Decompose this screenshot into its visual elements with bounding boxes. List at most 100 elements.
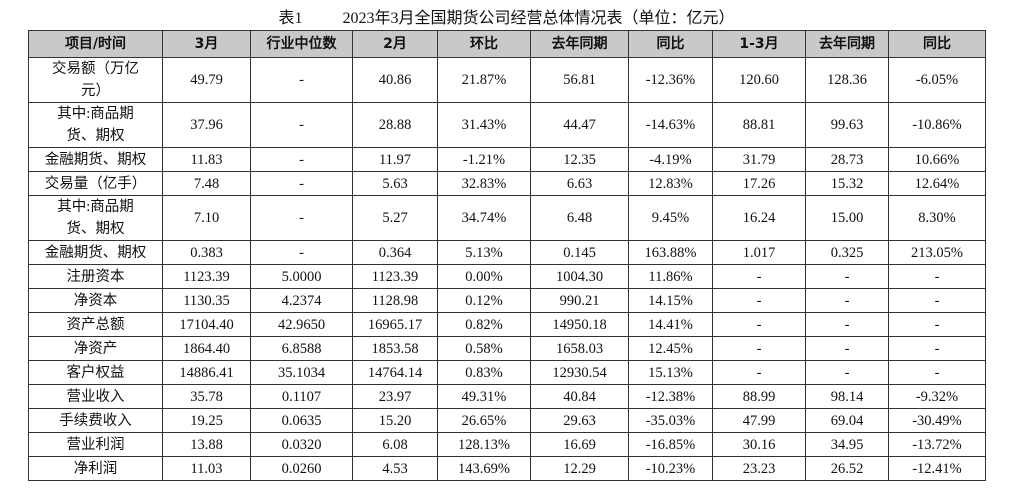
cell: 21.87% xyxy=(437,57,531,103)
cell: 26.65% xyxy=(437,408,531,433)
table-body: 交易额（万亿元） 49.79-40.86 21.87% 56.81 -12.36% 120… xyxy=(28,57,986,481)
cell: 5.0000 xyxy=(250,264,353,289)
cell: - xyxy=(805,264,889,289)
row-label: 注册资本 xyxy=(28,264,163,289)
cell: 12.83% xyxy=(628,171,713,196)
cell: - xyxy=(712,312,806,337)
cell: 28.73 xyxy=(805,147,889,172)
cell: 1.017 xyxy=(712,240,806,265)
row-label: 净资本 xyxy=(28,288,163,313)
table-row: 客户权益 14886.41 35.1034 14764.14 0.83% 12930.54… xyxy=(28,360,986,385)
cell: 15.13% xyxy=(628,360,713,385)
row-label: 交易额（万亿元） xyxy=(28,57,163,103)
cell: 0.12% xyxy=(437,288,531,313)
cell: 40.86 xyxy=(352,57,438,103)
cell: 88.81 xyxy=(712,102,806,148)
cell: 11.03 xyxy=(162,456,251,481)
cell: -10.86% xyxy=(888,102,986,148)
cell: 26.52 xyxy=(805,456,889,481)
cell: 31.43% xyxy=(437,102,531,148)
cell: 12.64% xyxy=(888,171,986,196)
row-label: 客户权益 xyxy=(28,360,163,385)
table-row: 营业利润 13.88 0.0320 6.08 128.13% 16.69 -16.85% 30… xyxy=(28,432,986,457)
cell: 0.325 xyxy=(805,240,889,265)
cell: 0.364 xyxy=(352,240,438,265)
cell: -12.36% xyxy=(628,57,713,103)
table-row: 净利润 11.03 0.0260 4.53 143.69% 12.29 -10.23% 23.… xyxy=(28,456,986,481)
header-cell: 2月 xyxy=(352,30,438,58)
cell: -30.49% xyxy=(888,408,986,433)
cell: 15.20 xyxy=(352,408,438,433)
header-cell: 环比 xyxy=(437,30,531,58)
cell: 7.48 xyxy=(162,171,251,196)
cell: 128.13% xyxy=(437,432,531,457)
cell: 0.83% xyxy=(437,360,531,385)
header-cell: 项目/时间 xyxy=(28,30,163,58)
cell: 17104.40 xyxy=(162,312,251,337)
cell: 0.0635 xyxy=(250,408,353,433)
cell: -6.05% xyxy=(888,57,986,103)
cell: 128.36 xyxy=(805,57,889,103)
cell: 11.97 xyxy=(352,147,438,172)
cell: 47.99 xyxy=(712,408,806,433)
cell: 69.04 xyxy=(805,408,889,433)
cell: 49.31% xyxy=(437,384,531,409)
cell: 0.00% xyxy=(437,264,531,289)
cell: 1128.98 xyxy=(352,288,438,313)
row-label: 净资产 xyxy=(28,336,163,361)
cell: -1.21% xyxy=(437,147,531,172)
table-row: 净资产 1864.40 6.8588 1853.58 0.58% 1658.03 12.45… xyxy=(28,336,986,361)
table-title: 表1 2023年3月全国期货公司经营总体情况表（单位：亿元） xyxy=(0,4,1013,28)
cell: -10.23% xyxy=(628,456,713,481)
cell: 14950.18 xyxy=(530,312,629,337)
cell: - xyxy=(888,336,986,361)
cell: -35.03% xyxy=(628,408,713,433)
cell: - xyxy=(712,360,806,385)
cell: -4.19% xyxy=(628,147,713,172)
table-row: 金融期货、期权 0.383-0.364 5.13% 0.145 163.88% 1.017… xyxy=(28,240,986,265)
cell: - xyxy=(888,360,986,385)
table-row: 其中:商品期货、期权 7.10-5.27 34.74% 6.48 9.45% 16.24 1… xyxy=(28,195,986,241)
row-label: 营业收入 xyxy=(28,384,163,409)
cell: - xyxy=(888,264,986,289)
cell: -9.32% xyxy=(888,384,986,409)
cell: 12.35 xyxy=(530,147,629,172)
cell: 31.79 xyxy=(712,147,806,172)
cell: 35.78 xyxy=(162,384,251,409)
cell: 0.145 xyxy=(530,240,629,265)
header-cell: 同比 xyxy=(888,30,986,58)
cell: - xyxy=(250,57,353,103)
cell: 32.83% xyxy=(437,171,531,196)
table-row: 交易额（万亿元） 49.79-40.86 21.87% 56.81 -12.36% 120… xyxy=(28,57,986,103)
cell: 15.00 xyxy=(805,195,889,241)
table-row: 净资本 1130.35 4.2374 1128.98 0.12% 990.21 14.15%… xyxy=(28,288,986,313)
cell: 49.79 xyxy=(162,57,251,103)
cell: 16965.17 xyxy=(352,312,438,337)
cell: 29.63 xyxy=(530,408,629,433)
cell: 0.1107 xyxy=(250,384,353,409)
cell: 14886.41 xyxy=(162,360,251,385)
cell: 4.53 xyxy=(352,456,438,481)
cell: 6.8588 xyxy=(250,336,353,361)
cell: 11.86% xyxy=(628,264,713,289)
cell: 12.45% xyxy=(628,336,713,361)
cell: 1123.39 xyxy=(352,264,438,289)
cell: - xyxy=(805,312,889,337)
cell: 143.69% xyxy=(437,456,531,481)
header-row: 项目/时间 3月 行业中位数 2月 环比 去年同期 同比 1-3月 去年同期 同比 xyxy=(28,30,986,58)
table-row: 注册资本 1123.39 5.0000 1123.39 0.00% 1004.30 11.8… xyxy=(28,264,986,289)
cell: 15.32 xyxy=(805,171,889,196)
cell: 28.88 xyxy=(352,102,438,148)
cell: 44.47 xyxy=(530,102,629,148)
cell: 213.05% xyxy=(888,240,986,265)
row-label: 净利润 xyxy=(28,456,163,481)
cell: 12.29 xyxy=(530,456,629,481)
cell: - xyxy=(712,264,806,289)
cell: -12.41% xyxy=(888,456,986,481)
cell: 163.88% xyxy=(628,240,713,265)
row-label: 金融期货、期权 xyxy=(28,147,163,172)
cell: 23.23 xyxy=(712,456,806,481)
cell: - xyxy=(805,360,889,385)
cell: 120.60 xyxy=(712,57,806,103)
cell: 42.9650 xyxy=(250,312,353,337)
